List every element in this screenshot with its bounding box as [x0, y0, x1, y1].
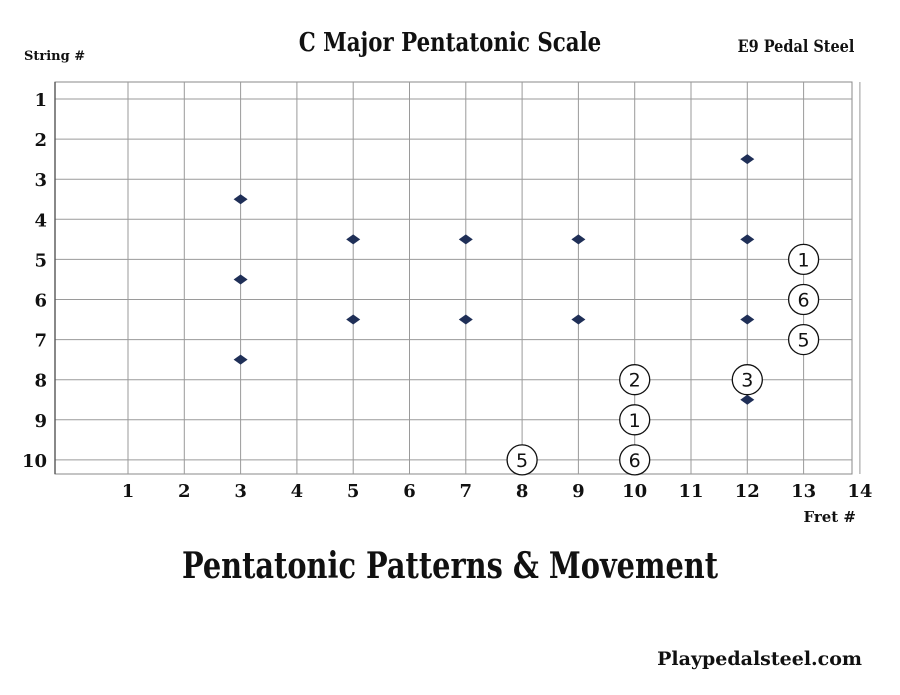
- instrument-label: E9 Pedal Steel: [737, 37, 854, 57]
- string-tick-label: 10: [22, 451, 47, 472]
- string-tick-label: 4: [34, 210, 47, 231]
- note-degree-label: 2: [629, 370, 641, 392]
- position-marker-diamond: [233, 194, 248, 205]
- position-marker-diamond: [740, 234, 755, 245]
- note-circle: [506, 444, 538, 476]
- fret-tick-label: 4: [291, 481, 304, 502]
- position-marker-diamond: [458, 314, 473, 325]
- position-marker-diamond: [740, 314, 755, 325]
- note-circle: [787, 323, 820, 356]
- fret-tick-label: 13: [791, 481, 816, 502]
- fret-tick-label: 12: [735, 481, 760, 502]
- note-degree-label: 6: [798, 290, 810, 312]
- string-axis-label: String #: [24, 49, 86, 64]
- note-degree-label: 5: [798, 330, 810, 352]
- string-tick-label: 3: [34, 170, 47, 191]
- note-circle: [619, 444, 651, 476]
- note-circle: [787, 283, 820, 316]
- fret-tick-label: 1: [122, 481, 135, 502]
- fret-tick-label: 3: [234, 481, 247, 502]
- fret-tick-label: 2: [178, 481, 191, 502]
- string-tick-label: 7: [34, 331, 47, 352]
- position-marker-diamond: [571, 314, 586, 325]
- fret-tick-label: 14: [847, 481, 872, 502]
- note-degree-label: 6: [629, 450, 641, 472]
- string-tick-label: 2: [34, 130, 47, 151]
- note-degree-label: 5: [516, 450, 528, 472]
- string-tick-label: 1: [34, 90, 47, 111]
- position-marker-diamond: [346, 314, 361, 325]
- position-marker-diamond: [346, 234, 361, 245]
- website-label: Playpedalsteel.com: [657, 648, 862, 670]
- fret-tick-label: 6: [403, 481, 416, 502]
- fret-tick-label: 9: [572, 481, 585, 502]
- position-marker-diamond: [740, 394, 755, 405]
- position-marker-diamond: [740, 154, 755, 165]
- note-degree-label: 3: [741, 370, 753, 392]
- position-marker-diamond: [458, 234, 473, 245]
- fret-axis-label: Fret #: [803, 508, 856, 526]
- position-marker-diamond: [233, 354, 248, 365]
- fretboard-border: [54, 81, 853, 475]
- note-circle: [619, 364, 651, 396]
- pattern-heading: Pentatonic Patterns & Movement: [181, 545, 719, 587]
- diagram-title: C Major Pentatonic Scale: [298, 28, 602, 58]
- fret-tick-label: 7: [460, 481, 473, 502]
- string-tick-label: 9: [34, 411, 47, 432]
- fret-tick-label: 8: [516, 481, 529, 502]
- fret-tick-label: 5: [347, 481, 360, 502]
- fret-tick-label: 10: [622, 481, 647, 502]
- note-circle: [619, 404, 651, 436]
- string-tick-label: 5: [34, 250, 47, 271]
- note-degree-label: 1: [798, 249, 810, 271]
- note-circle: [787, 243, 820, 276]
- note-degree-label: 1: [629, 410, 641, 432]
- position-marker-diamond: [233, 274, 248, 285]
- position-marker-diamond: [571, 234, 586, 245]
- string-tick-label: 6: [34, 291, 47, 312]
- note-circle: [731, 364, 763, 396]
- string-tick-label: 8: [34, 371, 47, 392]
- fret-tick-label: 11: [678, 481, 703, 502]
